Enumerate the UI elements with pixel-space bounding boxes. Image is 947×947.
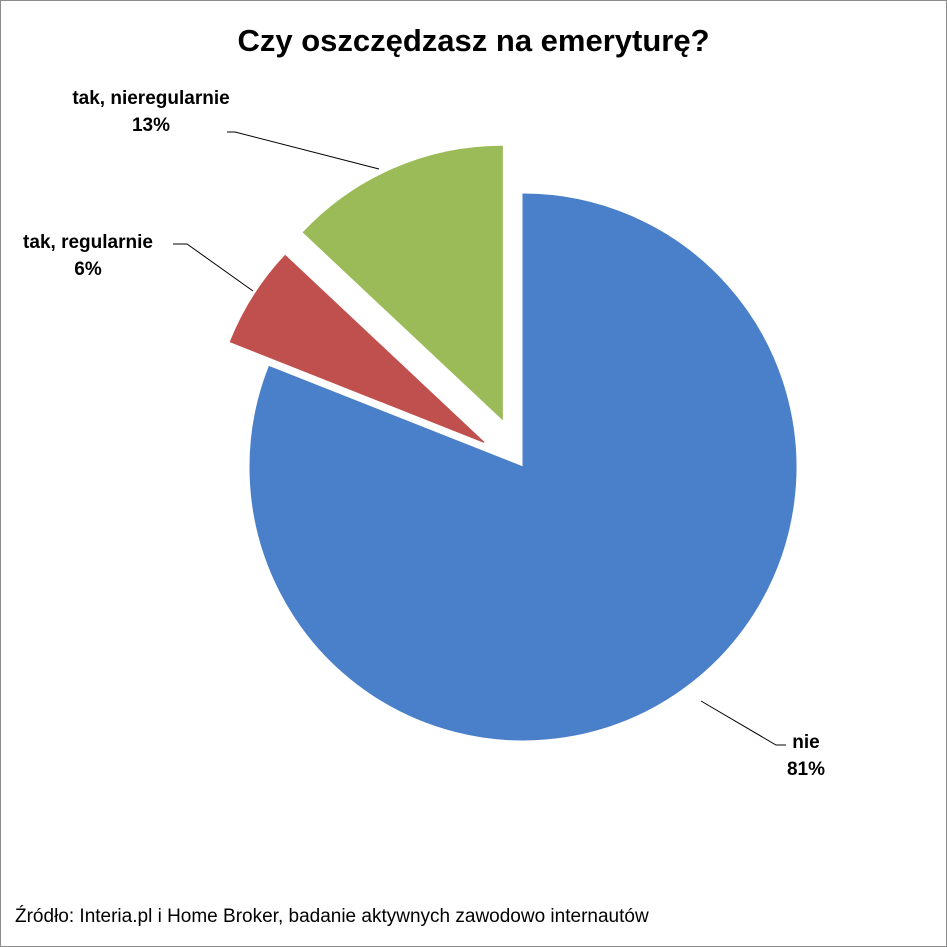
- pie-slice: [302, 145, 503, 421]
- pie-slice: [229, 254, 485, 443]
- category-label: nie: [792, 732, 820, 753]
- leader-line: [700, 700, 786, 746]
- source-note: Źródło: Interia.pl i Home Broker, badani…: [15, 906, 649, 927]
- category-label: tak, regularnie: [23, 232, 153, 253]
- value-label: 13%: [131, 115, 171, 136]
- value-label: 6%: [74, 259, 102, 280]
- data-label: nie 81%: [761, 729, 851, 783]
- pie-slice: [249, 193, 797, 741]
- data-label: tak, nieregularnie 13%: [61, 85, 241, 139]
- leader-line: [173, 243, 254, 292]
- leader-line: [227, 131, 380, 170]
- data-label: tak, regularnie 6%: [3, 229, 173, 283]
- chart-title: Czy oszczędzasz na emeryturę?: [237, 23, 710, 58]
- value-label: 81%: [786, 759, 826, 780]
- category-label: tak, nieregularnie: [72, 88, 230, 109]
